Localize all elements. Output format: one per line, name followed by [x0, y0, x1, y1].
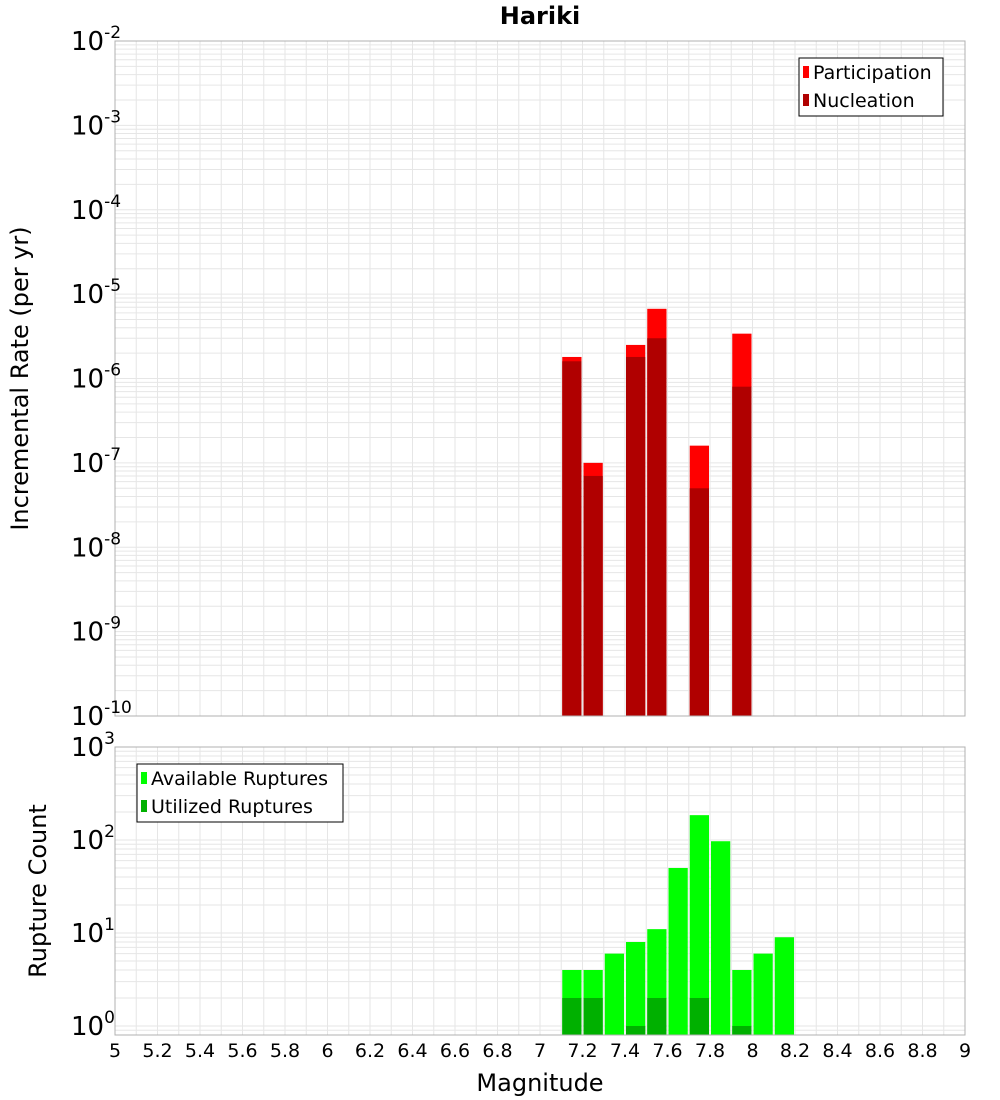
bar-secondary: [583, 475, 603, 716]
x-tick-label: 5.4: [185, 1040, 215, 1062]
plot-frame: [114, 40, 966, 717]
bar-primary: [732, 969, 752, 1035]
x-tick-label: 6.6: [440, 1040, 470, 1062]
x-tick-label: 7.2: [567, 1040, 597, 1062]
y-axis-label: Rupture Count: [24, 804, 52, 978]
series-utilized-ruptures: [562, 997, 752, 1035]
x-tick-label: 5.8: [270, 1040, 300, 1062]
bar-primary: [668, 867, 688, 1035]
legend-swatch: [803, 66, 809, 78]
x-tick-label: 6.2: [355, 1040, 385, 1062]
legend-swatch: [141, 772, 147, 784]
x-tick-label: 8.8: [907, 1040, 937, 1062]
legend-swatch: [803, 94, 809, 106]
x-tick-label: 6.4: [397, 1040, 427, 1062]
x-tick-label: 7.6: [652, 1040, 682, 1062]
x-axis-label: Magnitude: [476, 1069, 603, 1097]
x-tick-label: 5: [109, 1040, 121, 1062]
gridlines: [114, 40, 966, 717]
x-tick-label: 6: [321, 1040, 333, 1062]
series-nucleation: [562, 338, 752, 716]
x-tick-label: 7: [534, 1040, 546, 1062]
y-tick-label: 10-8: [71, 529, 121, 563]
x-tick-label: 5.2: [142, 1040, 172, 1062]
legend-label: Utilized Ruptures: [151, 796, 313, 818]
chart-title: Hariki: [500, 2, 581, 30]
x-tick-label: 5.6: [227, 1040, 257, 1062]
x-tick-label: 7.4: [610, 1040, 640, 1062]
legend-box: [798, 57, 944, 117]
bar-secondary: [732, 386, 752, 716]
bar-primary: [604, 953, 624, 1035]
bar-primary: [626, 942, 646, 1035]
y-tick-label: 103: [71, 729, 115, 763]
bar-secondary: [647, 338, 667, 716]
x-tick-label: 8.6: [865, 1040, 895, 1062]
bar-primary: [689, 815, 709, 1035]
legend: Participation Nucleation: [798, 57, 944, 117]
bar-secondary: [647, 997, 667, 1035]
x-tick-label: 8: [746, 1040, 758, 1062]
bar-secondary: [689, 488, 709, 716]
bar-secondary: [626, 1025, 646, 1035]
bar-secondary: [732, 1025, 752, 1035]
bar-secondary: [562, 997, 582, 1035]
bar-primary: [711, 841, 731, 1035]
y-axis-label: Incremental Rate (per yr): [6, 226, 34, 530]
bar-secondary: [562, 361, 582, 716]
y-tick-label: 10-3: [71, 107, 121, 141]
x-tick-label: 7.8: [695, 1040, 725, 1062]
y-tick-label: 10-5: [71, 276, 121, 310]
y-tick-label: 10-10: [71, 698, 132, 732]
legend-label: Available Ruptures: [151, 768, 328, 790]
legend-label: Participation: [813, 62, 932, 84]
y-tick-label: 10-2: [71, 23, 121, 57]
x-tick-label: 9: [959, 1040, 971, 1062]
bar-secondary: [626, 356, 646, 716]
bar-secondary: [583, 997, 603, 1035]
y-tick-label: 102: [71, 822, 115, 856]
x-tick-label: 6.8: [482, 1040, 512, 1062]
legend-swatch: [141, 800, 147, 812]
bar-primary: [753, 953, 773, 1035]
y-tick-label: 101: [71, 915, 115, 949]
y-tick-label: 10-7: [71, 445, 121, 479]
x-tick-label: 8.2: [780, 1040, 810, 1062]
y-tick-label: 10-6: [71, 361, 121, 395]
bar-secondary: [689, 997, 709, 1035]
x-tick-label: 8.4: [822, 1040, 852, 1062]
legend-box: [136, 763, 344, 823]
legend: Available Ruptures Utilized Ruptures: [136, 763, 344, 823]
y-tick-label: 100: [71, 1008, 115, 1042]
y-tick-label: 10-4: [71, 192, 121, 226]
legend-label: Nucleation: [813, 90, 915, 112]
plot-frame: [114, 746, 966, 1036]
bar-primary: [774, 937, 794, 1035]
y-tick-label: 10-9: [71, 614, 121, 648]
rate-panel: 10-2 10-3 10-4 10-5 10-6 10-7 10-8 10-9 10-10 Inc…: [6, 2, 966, 732]
